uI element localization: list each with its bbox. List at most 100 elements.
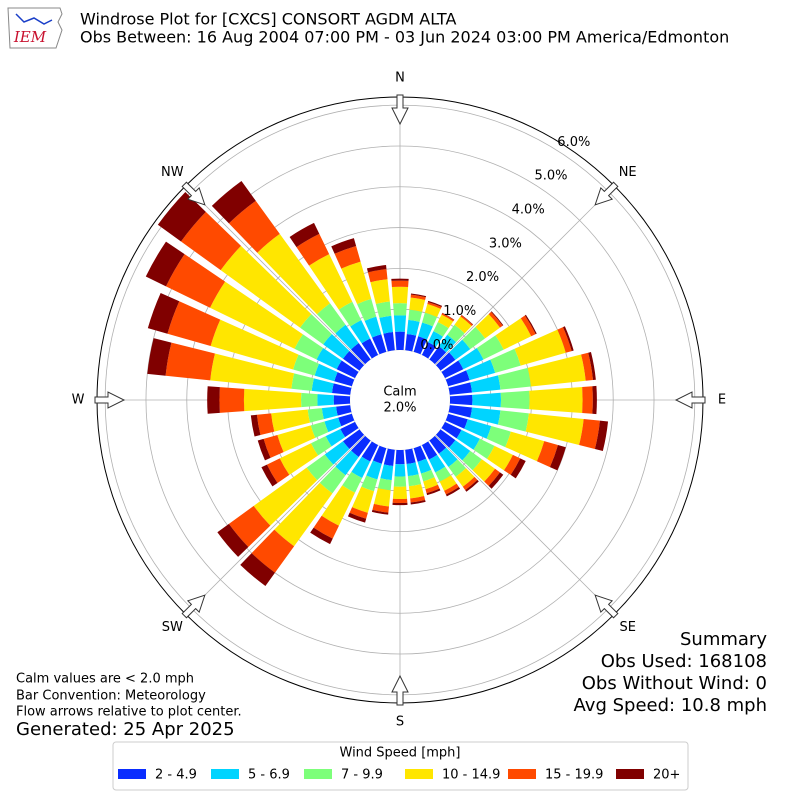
wind-bar: [442, 312, 455, 321]
generated: Generated: 25 Apr 2025: [16, 719, 235, 740]
wind-bar: [460, 315, 473, 326]
wind-bar: [361, 475, 378, 492]
r-tick-label: 5.0%: [534, 169, 567, 184]
wind-bar: [342, 429, 365, 449]
flow-arrow: [94, 391, 126, 409]
wind-bar: [445, 370, 470, 387]
legend-label: 10 - 14.9: [442, 768, 500, 783]
compass-label: N: [395, 71, 405, 86]
wind-bar: [342, 351, 365, 371]
wind-bar: [410, 499, 426, 505]
compass-label: W: [72, 393, 85, 408]
wind-bar: [486, 425, 511, 448]
wind-bar: [310, 436, 332, 456]
wind-bar: [503, 454, 521, 475]
wind-bar: [357, 298, 377, 321]
wind-bar: [488, 472, 504, 489]
wind-bar: [351, 456, 371, 479]
wind-bar: [439, 475, 457, 491]
r-tick-label: 1.0%: [443, 304, 476, 319]
wind-bar: [211, 181, 256, 224]
wind-bar: [421, 441, 438, 460]
wind-bar: [294, 334, 324, 360]
wind-bar: [549, 445, 566, 471]
wind-bar: [375, 301, 392, 318]
wind-bar: [367, 269, 388, 283]
wind-bar: [475, 314, 501, 339]
wind-bar: [581, 352, 594, 381]
wind-bar: [240, 553, 275, 586]
wind-bar: [525, 413, 584, 445]
wind-bar: [391, 280, 409, 288]
wind-bar: [217, 523, 249, 557]
wind-bar: [441, 360, 464, 379]
wind-bar: [462, 476, 478, 491]
flow-arrow-shape: [94, 391, 126, 409]
wind-bar: [579, 418, 600, 449]
wind-bar: [449, 440, 471, 461]
wind-bar: [373, 488, 391, 507]
wind-bar: [524, 314, 537, 335]
wind-bar: [380, 464, 394, 481]
wind-bar: [461, 314, 474, 325]
wind-bar: [429, 346, 447, 365]
flow-arrow-shape: [594, 594, 619, 619]
wind-bar: [167, 301, 221, 347]
wind-bar: [487, 445, 513, 471]
wind-bar: [395, 331, 405, 351]
wind-bar: [417, 458, 432, 474]
wind-bar: [405, 334, 417, 352]
flow-arrow-shape: [391, 94, 409, 126]
wind-bar: [527, 354, 586, 387]
wind-bar: [510, 458, 526, 479]
wind-bar: [421, 342, 437, 359]
wind-bar: [529, 386, 583, 414]
wind-bar: [340, 421, 359, 438]
legend-box: [112, 741, 689, 791]
wind-bar: [147, 338, 172, 376]
flow-arrow-shape: [181, 181, 206, 206]
wind-bar: [289, 222, 320, 248]
flow-arrow: [391, 94, 409, 126]
wind-bar: [351, 435, 371, 458]
wind-bar: [338, 413, 355, 427]
wind-bar: [324, 417, 342, 433]
wind-bar: [243, 388, 302, 412]
wind-bar: [372, 445, 387, 464]
wind-bar: [476, 335, 504, 360]
wind-bar: [335, 324, 359, 350]
summary-line: Summary: [680, 629, 767, 650]
wind-bar: [371, 509, 389, 515]
legend-label: 5 - 6.9: [248, 768, 290, 783]
flow-arrow: [674, 391, 706, 409]
wind-bar: [257, 438, 271, 461]
wind-bar: [372, 503, 389, 513]
wind-bar: [470, 375, 501, 393]
wind-bar: [407, 474, 422, 487]
wind-bar: [395, 449, 405, 465]
wind-bar: [473, 438, 495, 459]
wind-bar: [207, 386, 220, 414]
wind-bar: [422, 312, 438, 327]
wind-bar: [470, 407, 501, 425]
wind-bar: [291, 373, 314, 391]
wind-bar: [445, 487, 461, 497]
legend-label: 20+: [653, 768, 680, 783]
wind-bar: [427, 302, 442, 309]
wind-bar: [338, 301, 362, 327]
wind-bar: [324, 441, 350, 465]
note: Calm values are < 2.0 mph: [16, 672, 194, 687]
wind-bar: [435, 429, 456, 448]
flow-arrow-shape: [391, 674, 409, 706]
wind-bar: [445, 413, 468, 429]
wind-bar: [391, 286, 409, 304]
wind-bar: [466, 359, 496, 381]
flow-arrow-shape: [674, 391, 706, 409]
wind-bar: [490, 311, 504, 326]
flow-arrow: [391, 674, 409, 706]
note: Bar Convention: Meteorology: [16, 689, 206, 704]
compass-label: NW: [161, 165, 184, 180]
wind-bar: [334, 372, 355, 387]
wind-bar: [456, 429, 480, 450]
